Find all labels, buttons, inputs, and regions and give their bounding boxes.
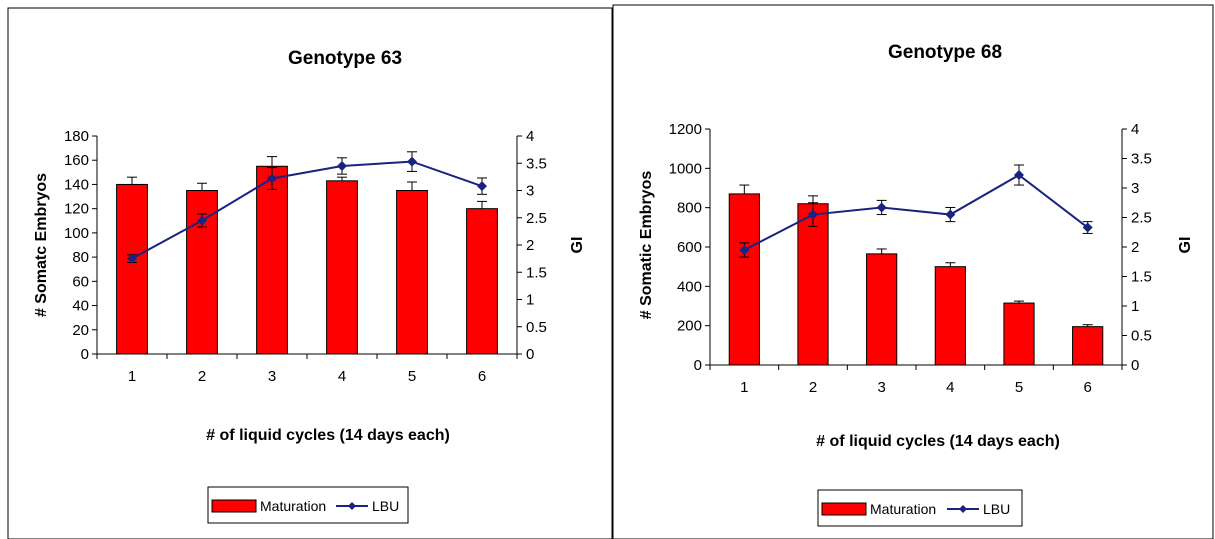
y2-tick-label: 1 [1131, 298, 1139, 315]
y-tick-label: 800 [677, 200, 702, 217]
series-line-lbu [131, 160, 483, 260]
y2-tick-label: 3.5 [526, 155, 547, 172]
point-lbu-3 [267, 173, 277, 184]
x-tick-label: 6 [1083, 379, 1091, 396]
plot-area: 0 200 400 600 800 1000 1200 0 0.5 1 1.5 2 2.5 3 3.5 4 1 2… [669, 121, 1152, 396]
bar-maturation-6 [1072, 326, 1104, 366]
bar-maturation-1 [728, 193, 760, 366]
point-lbu-6 [1082, 222, 1093, 233]
x-tick-label: 6 [478, 368, 486, 385]
legend: Maturation LBU [207, 486, 409, 524]
genotype-68-panel: Genotype 68 # Somatic Embryos GI # of li… [612, 4, 1214, 539]
x-axis-label: # of liquid cycles (14 days each) [816, 433, 1060, 450]
bar-maturation-4 [934, 266, 966, 366]
y2-tick-label: 2 [1131, 239, 1139, 256]
x-tick-label: 5 [408, 368, 416, 385]
x-tick-label: 4 [946, 379, 954, 396]
legend: Maturation LBU [817, 489, 1023, 527]
y-tick-label: 160 [64, 152, 89, 169]
point-lbu-6 [477, 181, 487, 192]
y2-tick-label: 0.5 [526, 319, 547, 336]
y2-tick-label: 3 [1131, 180, 1139, 197]
point-lbu-1 [739, 244, 750, 255]
y2-tick-label: 3.5 [1131, 151, 1152, 168]
point-lbu-5 [1014, 170, 1024, 181]
y2-axis-label: GI [569, 237, 586, 254]
y-tick-label: 400 [677, 278, 702, 295]
y-tick-label: 80 [72, 249, 89, 266]
legend-label-lbu: LBU [372, 498, 399, 514]
legend-label-lbu: LBU [983, 501, 1010, 517]
genotype-63-panel: Genotype 63 # Somatc Embryos GI # of liq… [7, 7, 613, 539]
chart-frame [7, 7, 613, 539]
y-tick-label: 600 [677, 239, 702, 256]
bar-maturation-4 [326, 180, 358, 355]
point-lbu-3 [876, 202, 887, 213]
legend-marker-lbu [959, 505, 967, 513]
y-axis-label: # Somatic Embryos [638, 171, 655, 320]
y-tick-label: 0 [81, 346, 89, 363]
x-tick-label: 1 [740, 379, 748, 396]
y2-tick-label: 0.5 [1131, 328, 1152, 345]
chart-frame [612, 4, 1214, 539]
y2-tick-label: 1.5 [526, 264, 547, 281]
y2-tick-label: 4 [1131, 121, 1139, 138]
y-tick-label: 120 [64, 201, 89, 218]
bar-maturation-3 [256, 165, 288, 355]
y-tick-label: 1000 [669, 160, 702, 177]
y2-tick-label: 4 [526, 128, 534, 145]
y-tick-label: 1200 [669, 121, 702, 138]
y-tick-label: 140 [64, 176, 89, 193]
series-line-lbu [743, 173, 1089, 251]
y2-tick-label: 1.5 [1131, 269, 1152, 286]
point-lbu-1 [127, 253, 137, 264]
y-tick-label: 180 [64, 128, 89, 145]
point-lbu-2 [808, 209, 818, 220]
legend-label-maturation: Maturation [870, 501, 936, 517]
point-lbu-5 [407, 156, 417, 167]
chart-title: Genotype 63 [288, 48, 402, 69]
y2-tick-label: 2 [526, 237, 534, 254]
x-tick-label: 2 [198, 368, 206, 385]
x-tick-label: 3 [877, 379, 885, 396]
x-tick-label: 4 [338, 368, 346, 385]
y2-tick-label: 3 [526, 183, 534, 200]
bar-maturation-5 [1003, 302, 1035, 366]
y2-tick-label: 2.5 [526, 210, 547, 227]
point-lbu-4 [945, 209, 956, 220]
y-tick-label: 20 [72, 322, 89, 339]
y-tick-label: 40 [72, 298, 89, 315]
legend-swatch-maturation [821, 502, 867, 516]
x-tick-label: 5 [1015, 379, 1023, 396]
bar-maturation-2 [797, 203, 829, 366]
x-tick-label: 2 [809, 379, 817, 396]
bar-maturation-5 [396, 190, 428, 355]
y2-tick-label: 0 [526, 346, 534, 363]
plot-area: 0 20 40 60 80 100 120 140 160 180 0 0.5 1 1.5 2 2.5 3 3.5… [64, 128, 547, 385]
y-tick-label: 60 [72, 273, 89, 290]
legend-label-maturation: Maturation [260, 498, 326, 514]
y2-tick-label: 1 [526, 292, 534, 309]
y-tick-label: 100 [64, 225, 89, 242]
y-axis-label: # Somatc Embryos [33, 173, 50, 317]
x-tick-label: 1 [128, 368, 136, 385]
chart-title: Genotype 68 [888, 42, 1002, 63]
point-lbu-2 [197, 215, 207, 226]
bar-maturation-3 [866, 253, 898, 366]
x-tick-label: 3 [268, 368, 276, 385]
y2-tick-label: 2.5 [1131, 210, 1152, 227]
y2-axis-label: GI [1177, 237, 1194, 254]
legend-swatch-maturation [211, 499, 257, 513]
y2-tick-label: 0 [1131, 357, 1139, 374]
y-tick-label: 0 [694, 357, 702, 374]
bar-maturation-6 [466, 208, 498, 355]
x-axis-label: # of liquid cycles (14 days each) [206, 427, 450, 444]
legend-marker-lbu [348, 502, 356, 510]
point-lbu-4 [337, 160, 347, 171]
y-tick-label: 200 [677, 318, 702, 335]
bar-maturation-1 [116, 183, 148, 355]
